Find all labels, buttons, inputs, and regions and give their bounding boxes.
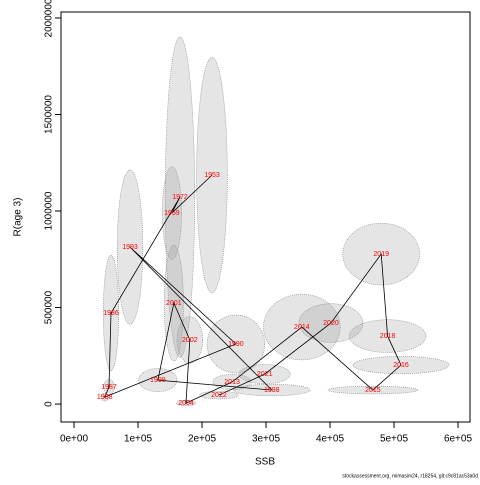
year-label: 2013 — [224, 379, 240, 386]
x-tick-label: 2e+05 — [188, 434, 217, 445]
x-tick-label: 6e+05 — [444, 434, 473, 445]
y-tick-label: 2000000 — [44, 0, 55, 37]
year-label: 2019 — [373, 251, 389, 258]
x-tick-label: 3e+05 — [252, 434, 281, 445]
year-label: 1990 — [228, 341, 244, 348]
year-label: 1999 — [150, 377, 166, 384]
year-label: 2001 — [166, 300, 182, 307]
year-label: 2014 — [294, 324, 310, 331]
year-label: 1986 — [103, 310, 119, 317]
year-label: 2022 — [211, 392, 227, 399]
x-tick-label: 4e+05 — [316, 434, 345, 445]
year-label: 1988 — [97, 394, 113, 401]
year-label: 2002 — [182, 337, 198, 344]
year-label: 2004 — [178, 400, 194, 407]
year-label: 1998 — [264, 387, 280, 394]
y-tick-label: 1500000 — [44, 95, 55, 134]
y-tick-label: 0 — [44, 401, 55, 407]
year-label: 2021 — [257, 371, 273, 378]
trajectory-line — [103, 174, 402, 404]
year-label: 1953 — [204, 172, 220, 179]
x-axis-label: SSB — [255, 457, 275, 468]
x-tick-label: 1e+05 — [124, 434, 153, 445]
year-label: 1993 — [122, 244, 138, 251]
footnote: stockassessment.org, mimasim24, r18254, … — [342, 473, 478, 479]
y-axis-label: R(age 3) — [13, 198, 24, 237]
x-tick-label: 5e+05 — [380, 434, 409, 445]
year-label: 2018 — [380, 333, 396, 340]
year-label: 1987 — [101, 384, 117, 391]
year-label: 2015 — [365, 387, 381, 394]
x-tick-label: 0e+00 — [60, 434, 89, 445]
y-tick-label: 500000 — [44, 290, 55, 324]
year-label: 2020 — [323, 320, 339, 327]
year-label: 1972 — [172, 194, 188, 201]
year-label: 2016 — [393, 362, 409, 369]
year-label: 1959 — [164, 210, 180, 217]
y-tick-label: 1000000 — [44, 191, 55, 230]
